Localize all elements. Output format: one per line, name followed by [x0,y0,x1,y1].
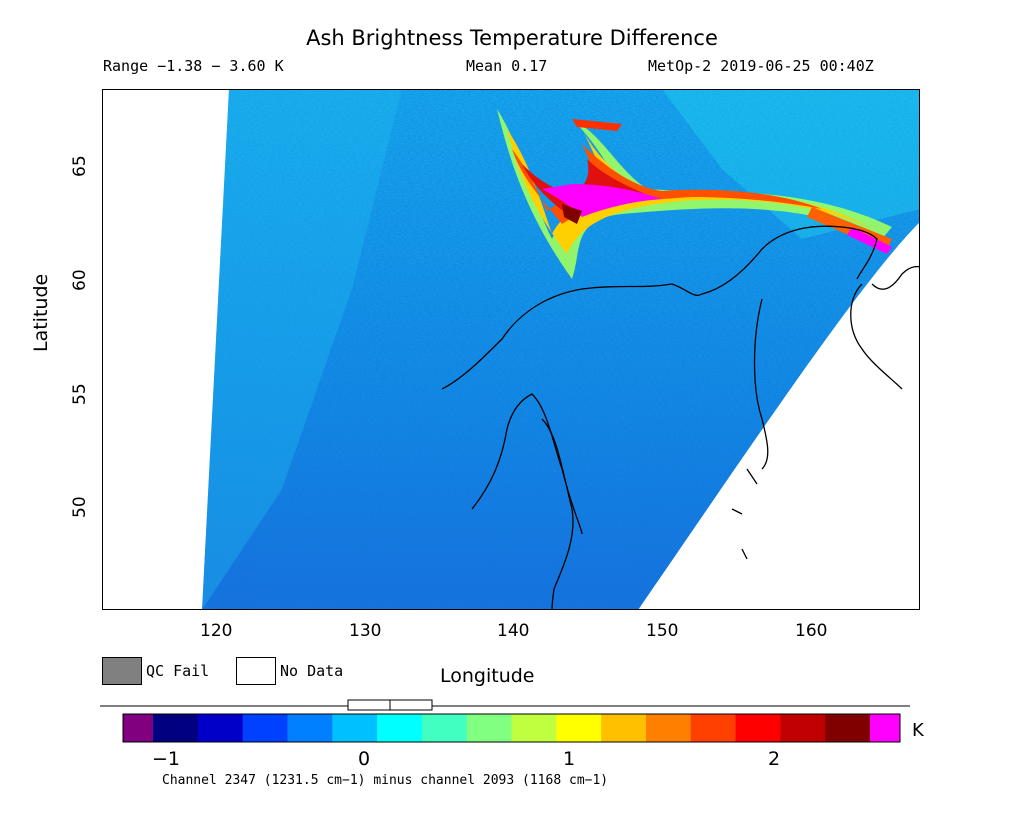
colorbar-tick: 2 [768,748,781,770]
colorbar-cell [242,714,288,742]
x-tick: 160 [795,621,828,641]
chart-title: Ash Brightness Temperature Difference [306,26,718,50]
coastlines [441,225,920,610]
mean-text: Mean 0.17 [466,57,548,75]
colorbar-cell [780,714,826,742]
x-axis-label: Longitude [440,665,535,687]
y-tick: 60 [70,269,90,291]
colorbar-cell [197,714,244,742]
colorbar-cell [153,714,199,742]
colorbar-cell [556,714,602,742]
x-tick: 150 [646,621,679,641]
colorbar-cell [377,714,423,742]
x-tick: 140 [497,621,530,641]
colorbar-cell [421,714,468,742]
colorbar-unit: K [912,720,924,741]
colorbar-tick: 0 [358,748,371,770]
y-tick: 55 [70,383,90,405]
colorbar-cell [690,714,737,742]
colorbar-cell [870,714,901,742]
y-tick: 50 [70,496,90,518]
no-data-swatch [236,657,276,685]
x-tick: 130 [349,621,382,641]
colorbar-cell [511,714,557,742]
range-text: Range −1.38 − 3.60 K [103,57,284,75]
y-tick: 65 [70,155,90,177]
qc-fail-swatch [102,657,142,685]
colorbar-cell [735,714,781,742]
colorbar [100,699,910,743]
colorbar-cell [825,714,871,742]
colorbar-cell [123,714,154,742]
colorbar-cell [601,714,647,742]
qc-fail-label: QC Fail [146,662,210,680]
ash-map [202,89,920,610]
y-axis-label: Latitude [30,273,52,352]
channel-footer: Channel 2347 (1231.5 cm−1) minus channel… [162,773,609,788]
plot-frame [102,89,920,610]
no-data-label: No Data [280,662,344,680]
colorbar-cell [645,714,692,742]
colorbar-cell [466,714,512,742]
colorbar-cell [287,714,333,742]
colorbar-tick: 1 [563,748,576,770]
colorbar-cell [332,714,378,742]
colorbar-tick: −1 [152,748,181,770]
swath-data [202,89,920,610]
x-tick: 120 [200,621,233,641]
satellite-time-text: MetOp-2 2019-06-25 00:40Z [648,57,874,75]
